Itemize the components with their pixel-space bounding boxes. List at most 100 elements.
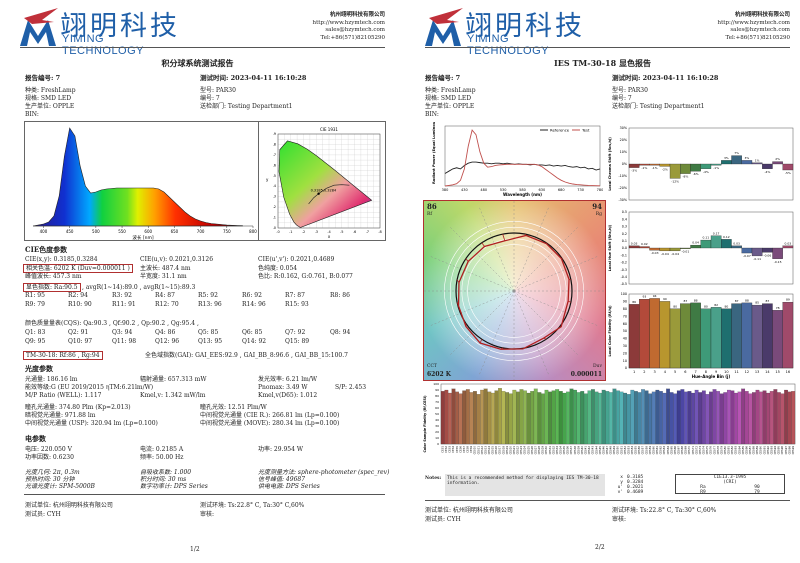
ces-bar <box>777 392 781 445</box>
cct-value: 相关色温: 6202 K (Duv=0.000011 ) <box>23 264 133 273</box>
ces-bar <box>451 388 456 445</box>
bar <box>782 245 794 249</box>
coord-label: x <box>620 475 623 480</box>
ces-label: CES87 <box>748 446 752 455</box>
data-label: -6% <box>693 172 699 176</box>
bar <box>628 304 640 369</box>
frequency: 频率: 50.00 Hz <box>140 454 184 461</box>
ces-label: CES16 <box>494 446 498 455</box>
lamp-model: 型号: PAR30 <box>612 87 648 94</box>
bar <box>680 163 691 174</box>
data-label: 87 <box>683 299 687 303</box>
ces-label: CES82 <box>730 446 734 455</box>
data-label: -0.11 <box>753 257 761 261</box>
ces-bar <box>630 389 635 445</box>
y-tick-label: 0.4 <box>622 217 627 221</box>
y-tick-label: 90 <box>623 300 627 304</box>
y-tick-label: .3 <box>273 195 276 199</box>
x-tick-label: 530 <box>500 188 507 192</box>
ces-bar <box>726 389 731 445</box>
ces-label: CES1 <box>441 446 445 453</box>
ces-label: CES59 <box>648 446 652 455</box>
y-tick-label: 0.2 <box>622 232 627 236</box>
data-label: -1% <box>713 166 719 170</box>
ces-bar <box>744 391 749 445</box>
bar <box>700 308 712 369</box>
ces-label: CES3 <box>448 446 452 453</box>
ces-bar <box>573 389 577 445</box>
ces-label: CES73 <box>698 446 702 455</box>
ces-bar <box>691 392 695 445</box>
ces-bar <box>616 390 620 445</box>
x-tick-label: 580 <box>519 188 526 192</box>
ces-label: CES61 <box>655 446 659 455</box>
x-tick-label: 13 <box>755 370 759 374</box>
x-tick-label: 400 <box>40 229 48 234</box>
logo-text-en: YIMING TECHNOLOGY <box>467 33 550 57</box>
bar <box>772 247 783 259</box>
y-tick-label: 0 <box>437 442 439 446</box>
ces-label: CES28 <box>537 446 541 455</box>
signal-peak: 信号峰值: 49687 <box>258 476 306 483</box>
data-label: 7% <box>734 151 739 155</box>
data-label: -8% <box>682 175 688 179</box>
department: 送检部门: Testing Department1 <box>200 103 293 110</box>
spectrum-area <box>32 127 243 227</box>
ces-label: CES49 <box>612 446 616 455</box>
coord-label: v' <box>617 490 623 495</box>
ces-bar <box>759 391 763 445</box>
ces-label: CES54 <box>630 446 634 455</box>
ces-label: CES11 <box>476 446 480 455</box>
manufacturer: 生产单位: OPPLE <box>25 103 75 110</box>
hue-bin-divider <box>430 256 515 292</box>
coord-value: 0.3185 <box>627 475 644 480</box>
data-label: 86 <box>632 300 636 304</box>
ces-label: CES43 <box>591 446 595 455</box>
data-label: 85 <box>755 301 759 305</box>
ces-bar <box>591 389 595 445</box>
data-label: 93 <box>642 295 646 299</box>
ces-label: CES75 <box>705 446 709 455</box>
ces-label: CES81 <box>727 446 731 455</box>
ces-label: CES33 <box>555 446 559 455</box>
x-tick-label: 630 <box>539 188 546 192</box>
sp-ratio: S/P: 2.453 <box>335 384 367 391</box>
x-tick-label: 780 <box>597 188 603 192</box>
y-tick-label: 0.5 <box>622 210 627 214</box>
ces-bar <box>773 389 778 445</box>
data-label: -0.07 <box>743 254 751 258</box>
header-divider <box>20 47 385 48</box>
mesopic-move: 中间视觉光通量 (MOVE): 280.34 lm (Lp=0.100) <box>200 420 340 427</box>
pupil-efficacy: 瞳孔光效: 12.51 Plm/W <box>200 404 267 411</box>
x-tick-label: .6 <box>353 230 356 234</box>
ces-label: CES85 <box>741 446 745 455</box>
ces-bar <box>519 389 524 445</box>
ces-label: CES89 <box>755 446 759 455</box>
ces-label: CES53 <box>626 446 630 455</box>
x-tick-label: 600 <box>144 229 152 234</box>
bar <box>710 235 722 249</box>
bar <box>659 163 671 167</box>
bar <box>700 163 712 169</box>
cqs-q-value: Q1: 83 <box>25 329 46 336</box>
ces-bar <box>680 389 685 445</box>
ces-bar <box>598 392 602 445</box>
x-tick-label: 16 <box>786 370 790 374</box>
x-tick-label: 3 <box>654 370 656 374</box>
integration-time: 积分时间: 30 ms <box>140 476 187 483</box>
ces-label: CES95 <box>777 446 781 455</box>
ces-bar <box>455 391 459 445</box>
ces-label: CES35 <box>562 446 566 455</box>
lamp-serial: 编号: 7 <box>612 95 632 102</box>
data-label: 80 <box>724 304 728 308</box>
mesopic-usp: 中间视觉光通量 (USP): 320.94 lm (Lp=0.100) <box>25 420 158 427</box>
plot-frame <box>444 125 601 187</box>
cqs-q-value: Q9: 95 <box>25 338 46 345</box>
reference-ring <box>449 226 579 356</box>
lamp-type: 种类: FreshLamp <box>25 87 76 94</box>
cqs-q-value: Q15: 89 <box>285 338 310 345</box>
data-label: 88 <box>694 298 698 302</box>
ces-bar <box>719 393 724 445</box>
ces-bar <box>544 389 549 445</box>
